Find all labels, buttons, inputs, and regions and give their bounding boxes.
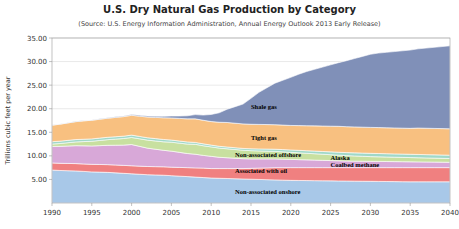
subtitle: (Source: U.S. Energy Information Adminis… (78, 20, 380, 28)
y-axis: 5.00 10.00 15.00 20.00 25.00 30.00 35.00 Trilli… (4, 35, 52, 184)
tick-label: 2015 (242, 209, 260, 217)
annotation: Non-associated offshore (235, 151, 301, 158)
tick (131, 203, 132, 206)
title: U.S. Dry Natural Gas Production by Categ… (103, 4, 356, 15)
tick-label: 2010 (202, 209, 220, 217)
tick-label: 1995 (83, 209, 101, 217)
tick (49, 38, 52, 39)
annotation: Coalbed methane (331, 161, 380, 168)
axis-label: Trillions cubic feet per year (4, 76, 12, 165)
annotation: Alaska (331, 154, 351, 161)
tick (251, 203, 252, 206)
tick (91, 203, 92, 206)
tick-label: 2020 (282, 209, 300, 217)
grid (52, 38, 450, 179)
tick-label: 2025 (322, 209, 340, 217)
tick (49, 85, 52, 86)
tick (52, 203, 53, 206)
areas (52, 46, 450, 203)
plot-frame (52, 38, 450, 203)
x-axis: 1990 1995 2000 2005 2010 2015 2020 2025 2030 2035… (43, 203, 459, 217)
tick (171, 203, 172, 206)
tick-label: 5.00 (31, 176, 47, 184)
tick (370, 203, 371, 206)
tick (49, 61, 52, 62)
chart: U.S. Dry Natural Gas Production by Categ… (0, 0, 459, 229)
tick-label: 20.00 (27, 105, 47, 113)
tick-label: 10.00 (27, 152, 47, 160)
tick-label: 30.00 (27, 58, 47, 66)
tick (330, 203, 331, 206)
annotation: Associated with oil (235, 167, 287, 174)
tick-label: 2000 (123, 209, 141, 217)
annotation: Tight gas (251, 134, 277, 141)
tick-label: 2040 (441, 209, 459, 217)
tick (49, 108, 52, 109)
annotation: Shale gas (251, 103, 277, 110)
tick (450, 203, 451, 206)
tick (49, 155, 52, 156)
tick-label: 2030 (361, 209, 379, 217)
tick-label: 35.00 (27, 35, 47, 43)
tick-label: 2005 (162, 209, 180, 217)
annotation: Non-associated onshore (235, 188, 301, 195)
area (52, 46, 450, 129)
tick (211, 203, 212, 206)
tick-label: 15.00 (27, 129, 47, 137)
annotations: Shale gas Tight gas Non-associated offshor… (235, 103, 379, 195)
tick-label: 2035 (401, 209, 419, 217)
tick (49, 132, 52, 133)
tick-label: 25.00 (27, 82, 47, 90)
tick-label: 1990 (43, 209, 61, 217)
tick (410, 203, 411, 206)
tick (290, 203, 291, 206)
tick (49, 179, 52, 180)
